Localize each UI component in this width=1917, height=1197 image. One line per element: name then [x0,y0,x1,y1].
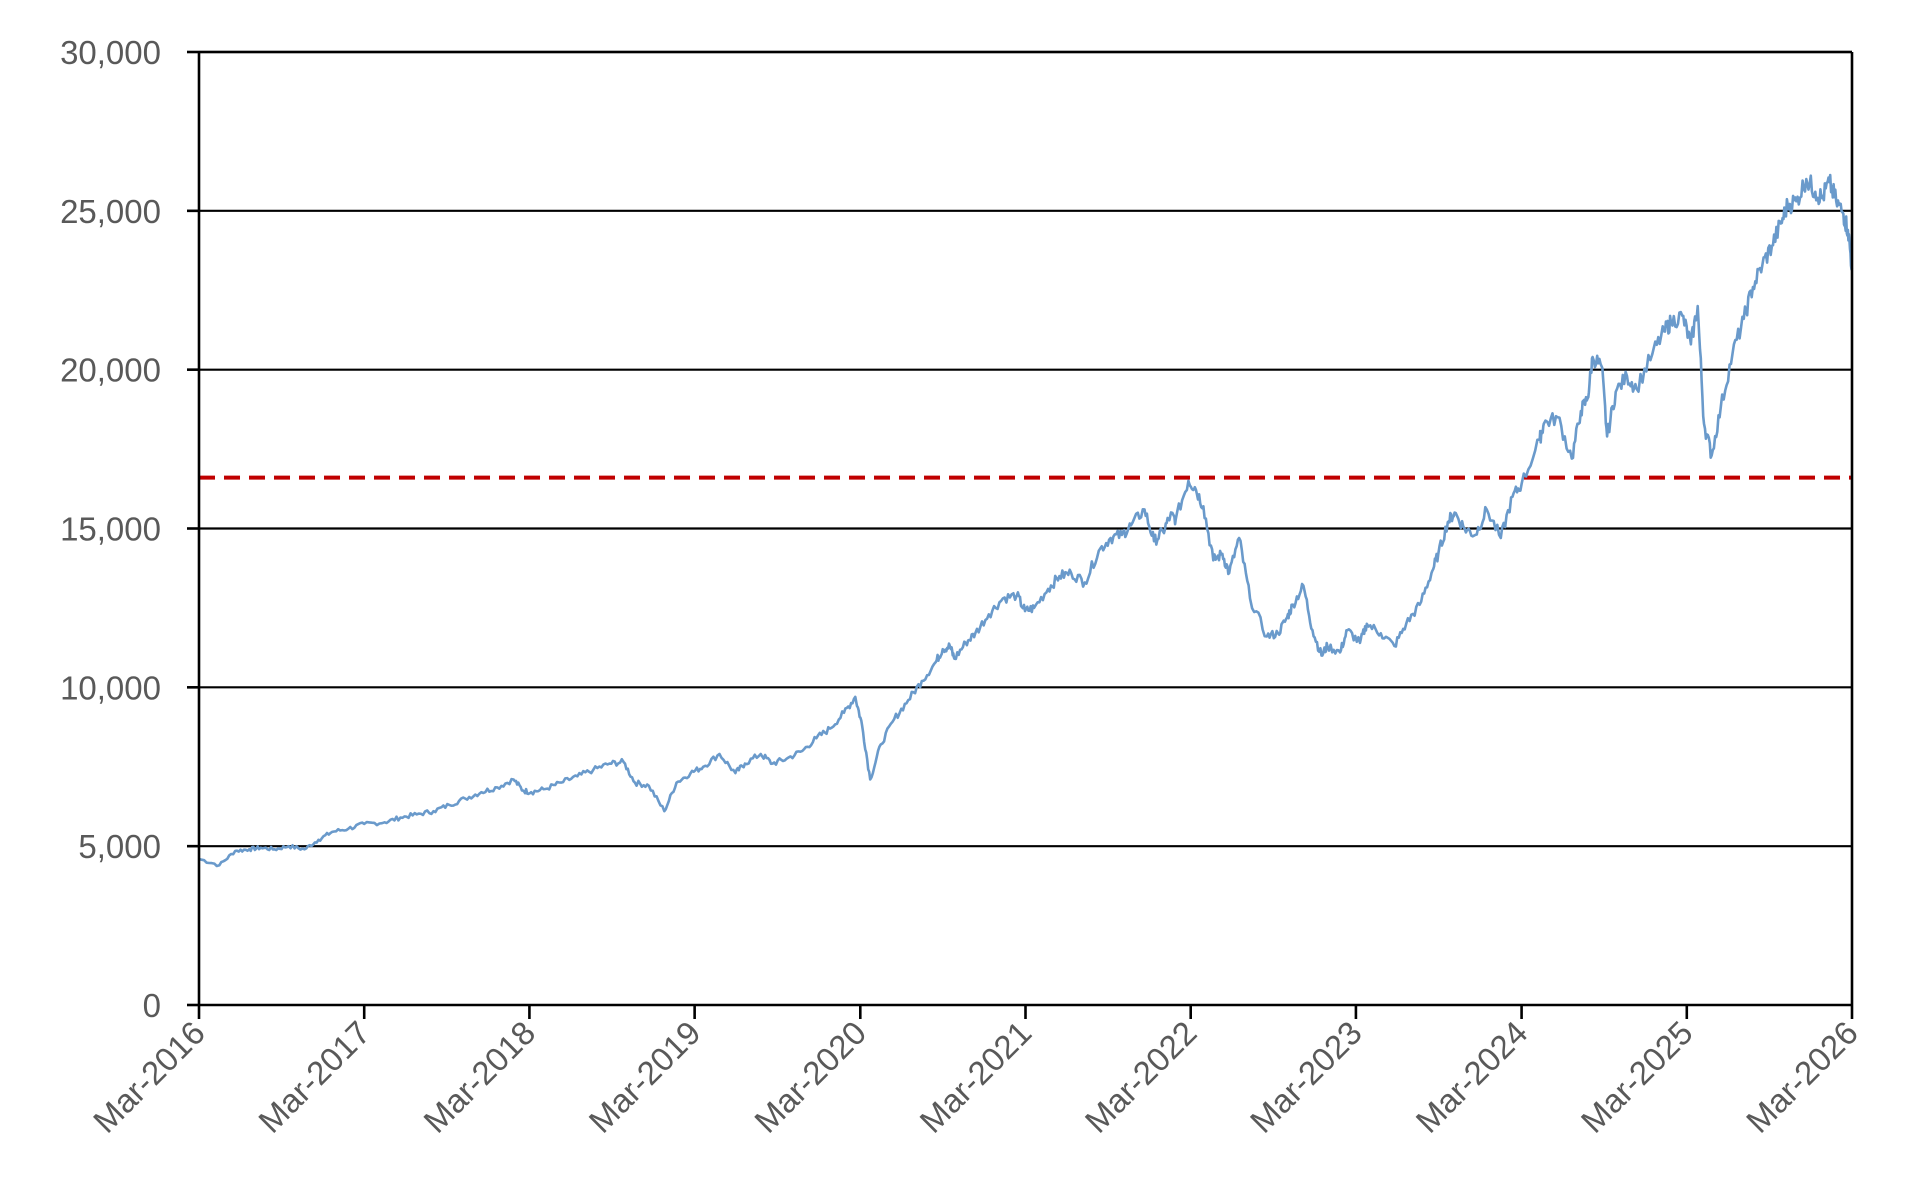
series-line [198,173,1854,868]
x-tick-label: Mar-2024 [1409,1014,1535,1140]
y-tick-label: 25,000 [60,193,161,230]
y-tick-label: 0 [143,987,161,1024]
x-tick-labels: Mar-2016 Mar-2017 Mar-2018 Mar-2019 Mar-2020… [86,1014,1865,1140]
y-tick-label: 30,000 [60,34,161,71]
axes [187,50,1854,1019]
x-tick-label: Mar-2018 [416,1014,542,1140]
x-tick-label: Mar-2025 [1574,1014,1700,1140]
x-tick-label: Mar-2021 [912,1014,1038,1140]
x-tick-label: Mar-2023 [1243,1014,1369,1140]
y-tick-labels: 0 5,000 10,000 15,000 20,000 25,000 30,000 [60,34,161,1024]
y-tick-label: 10,000 [60,669,161,706]
x-tick-label: Mar-2016 [86,1014,212,1140]
x-tick-label: Mar-2020 [747,1014,873,1140]
y-tick-label: 15,000 [60,511,161,548]
x-tick-label: Mar-2022 [1078,1014,1204,1140]
y-tick-label: 20,000 [60,352,161,389]
series [198,173,1854,868]
x-tick-label: Mar-2019 [582,1014,708,1140]
y-tick-label: 5,000 [78,828,161,865]
x-tick-label: Mar-2017 [251,1014,377,1140]
gridlines [199,50,1852,848]
x-tick-label: Mar-2026 [1739,1014,1865,1140]
